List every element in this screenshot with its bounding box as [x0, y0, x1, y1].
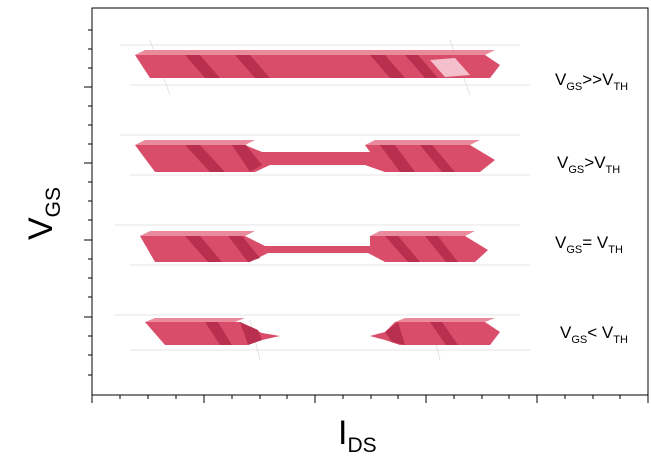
label-part: GS	[571, 334, 587, 346]
label-part: TH	[613, 334, 628, 346]
label-part: V	[602, 70, 614, 89]
label-part: I	[338, 414, 347, 452]
label-part: V	[557, 153, 569, 172]
channel-moderate	[120, 134, 530, 176]
label-part: >>	[582, 70, 602, 89]
label-part: GS	[42, 187, 65, 217]
channel-strong	[120, 39, 530, 96]
label-part: DS	[347, 434, 376, 457]
label-part: V	[597, 233, 609, 252]
x-axis-label: IDS	[338, 414, 377, 457]
channel-threshold	[115, 224, 530, 266]
label-part: V	[594, 153, 606, 172]
label-part: TH	[613, 81, 628, 93]
label-part: V	[560, 323, 572, 342]
label-part: GS	[568, 164, 584, 176]
state-label: VGS= VTH	[555, 233, 623, 256]
label-part: GS	[566, 81, 582, 93]
state-label: VGS>VTH	[557, 153, 620, 176]
label-part: V	[555, 70, 567, 89]
label-part: >	[584, 153, 594, 172]
channel-off	[115, 314, 530, 361]
ticks	[84, 29, 649, 403]
label-part: GS	[566, 244, 582, 256]
label-part: TH	[606, 164, 621, 176]
state-label: VGS< VTH	[560, 323, 628, 346]
label-part: =	[582, 233, 597, 252]
label-part: V	[602, 323, 614, 342]
label-part: V	[555, 233, 567, 252]
label-part: <	[587, 323, 602, 342]
label-part: TH	[608, 244, 623, 256]
label-part: V	[22, 217, 60, 240]
y-axis-label: VGS	[22, 187, 65, 240]
state-labels: VGS>>VTH VGS>VTH VGS= VTH VGS< VTH	[555, 70, 628, 346]
state-label: VGS>>VTH	[555, 70, 628, 93]
